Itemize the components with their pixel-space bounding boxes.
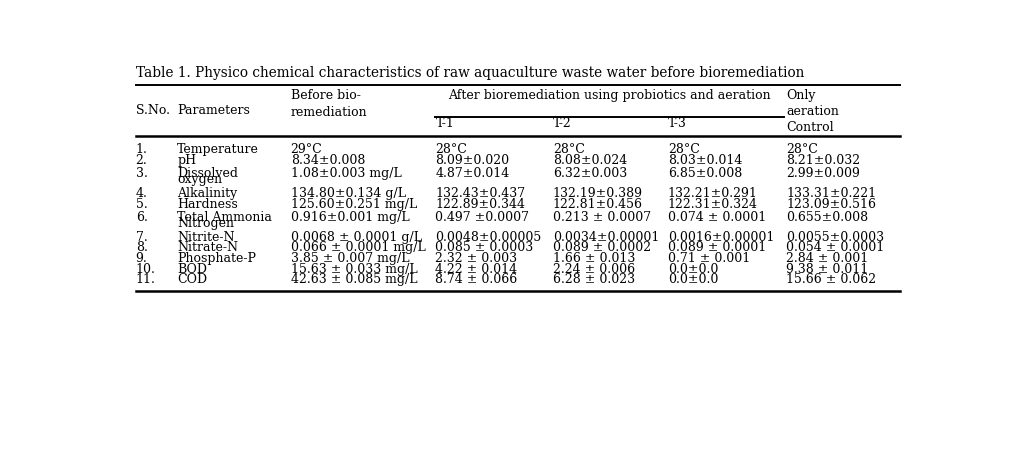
Text: 0.054 ± 0.0001: 0.054 ± 0.0001: [786, 241, 885, 254]
Text: Before bio-
remediation: Before bio- remediation: [291, 89, 368, 119]
Text: Temperature: Temperature: [177, 143, 259, 156]
Text: Dissolved: Dissolved: [177, 167, 238, 180]
Text: 6.32±0.003: 6.32±0.003: [552, 167, 627, 180]
Text: 8.03±0.014: 8.03±0.014: [668, 154, 742, 167]
Text: 0.0055±0.0003: 0.0055±0.0003: [786, 231, 884, 244]
Text: 0.066 ± 0.0001 mg/L: 0.066 ± 0.0001 mg/L: [291, 241, 425, 254]
Text: 123.09±0.516: 123.09±0.516: [786, 198, 876, 211]
Text: Only
aeration
Control: Only aeration Control: [786, 89, 839, 134]
Text: 7.: 7.: [135, 231, 147, 244]
Text: 28°C: 28°C: [668, 143, 700, 156]
Text: 8.09±0.020: 8.09±0.020: [435, 154, 510, 167]
Text: BOD: BOD: [177, 262, 207, 276]
Text: 8.21±0.032: 8.21±0.032: [786, 154, 861, 167]
Text: 8.: 8.: [135, 241, 147, 254]
Text: 28°C: 28°C: [552, 143, 585, 156]
Text: 0.089 ± 0.0002: 0.089 ± 0.0002: [552, 241, 651, 254]
Text: 1.: 1.: [135, 143, 147, 156]
Text: 8.34±0.008: 8.34±0.008: [291, 154, 365, 167]
Text: 122.89±0.344: 122.89±0.344: [435, 198, 525, 211]
Text: pH: pH: [177, 154, 196, 167]
Text: 132.43±0.437: 132.43±0.437: [435, 187, 525, 199]
Text: 132.21±0.291: 132.21±0.291: [668, 187, 758, 199]
Text: 0.916±0.001 mg/L: 0.916±0.001 mg/L: [291, 211, 409, 224]
Text: 0.0048±0.00005: 0.0048±0.00005: [435, 231, 541, 244]
Text: 4.87±0.014: 4.87±0.014: [435, 167, 510, 180]
Text: 122.81±0.456: 122.81±0.456: [552, 198, 642, 211]
Text: 0.213 ± 0.0007: 0.213 ± 0.0007: [552, 211, 651, 224]
Text: 9.38 ± 0.011: 9.38 ± 0.011: [786, 262, 869, 276]
Text: 0.074 ± 0.0001: 0.074 ± 0.0001: [668, 211, 767, 224]
Text: S.No.: S.No.: [135, 104, 170, 117]
Text: 6.28 ± 0.023: 6.28 ± 0.023: [552, 273, 635, 286]
Text: 2.24 ± 0.006: 2.24 ± 0.006: [552, 262, 635, 276]
Text: 5.: 5.: [135, 198, 147, 211]
Text: 6.: 6.: [135, 211, 147, 224]
Text: 0.089 ± 0.0001: 0.089 ± 0.0001: [668, 241, 767, 254]
Text: Parameters: Parameters: [177, 104, 250, 117]
Text: 2.32 ± 0.003: 2.32 ± 0.003: [435, 252, 517, 265]
Text: After bioremediation using probiotics and aeration: After bioremediation using probiotics an…: [448, 89, 771, 102]
Text: Hardness: Hardness: [177, 198, 238, 211]
Text: 133.31±0.221: 133.31±0.221: [786, 187, 877, 199]
Text: 4.: 4.: [135, 187, 147, 199]
Text: 8.74 ± 0.066: 8.74 ± 0.066: [435, 273, 518, 286]
Text: 0.655±0.008: 0.655±0.008: [786, 211, 869, 224]
Text: 28°C: 28°C: [786, 143, 818, 156]
Text: Alkalinity: Alkalinity: [177, 187, 237, 199]
Text: 0.0034±0.00001: 0.0034±0.00001: [552, 231, 660, 244]
Text: Table 1. Physico chemical characteristics of raw aquaculture waste water before : Table 1. Physico chemical characteristic…: [135, 66, 804, 80]
Text: 122.31±0.324: 122.31±0.324: [668, 198, 758, 211]
Text: 0.085 ± 0.0003: 0.085 ± 0.0003: [435, 241, 533, 254]
Text: 15.66 ± 0.062: 15.66 ± 0.062: [786, 273, 877, 286]
Text: T-3: T-3: [668, 117, 687, 130]
Text: 1.66 ± 0.013: 1.66 ± 0.013: [552, 252, 635, 265]
Text: 0.71 ± 0.001: 0.71 ± 0.001: [668, 252, 750, 265]
Text: Nitrate-N: Nitrate-N: [177, 241, 238, 254]
Text: 132.19±0.389: 132.19±0.389: [552, 187, 642, 199]
Text: 10.: 10.: [135, 262, 156, 276]
Text: 42.63 ± 0.085 mg/L: 42.63 ± 0.085 mg/L: [291, 273, 417, 286]
Text: 4.22 ± 0.014: 4.22 ± 0.014: [435, 262, 517, 276]
Text: 3.85 ± 0.007 mg/L: 3.85 ± 0.007 mg/L: [291, 252, 409, 265]
Text: Nitrite-N: Nitrite-N: [177, 231, 234, 244]
Text: 11.: 11.: [135, 273, 156, 286]
Text: 0.0±0.0: 0.0±0.0: [668, 262, 718, 276]
Text: T-2: T-2: [552, 117, 572, 130]
Text: 1.08±0.003 mg/L: 1.08±0.003 mg/L: [291, 167, 401, 180]
Text: Phosphate-P: Phosphate-P: [177, 252, 257, 265]
Text: 3.: 3.: [135, 167, 147, 180]
Text: 2.84 ± 0.001: 2.84 ± 0.001: [786, 252, 869, 265]
Text: 2.: 2.: [135, 154, 147, 167]
Text: 2.99±0.009: 2.99±0.009: [786, 167, 860, 180]
Text: oxygen: oxygen: [177, 173, 222, 186]
Text: 134.80±0.134 g/L: 134.80±0.134 g/L: [291, 187, 406, 199]
Text: 8.08±0.024: 8.08±0.024: [552, 154, 627, 167]
Text: 125.60±0.251 mg/L: 125.60±0.251 mg/L: [291, 198, 417, 211]
Text: 28°C: 28°C: [435, 143, 468, 156]
Text: 6.85±0.008: 6.85±0.008: [668, 167, 742, 180]
Text: Nitrogen: Nitrogen: [177, 217, 234, 230]
Text: COD: COD: [177, 273, 207, 286]
Text: T-1: T-1: [435, 117, 454, 130]
Text: 15.63 ± 0.033 mg/L: 15.63 ± 0.033 mg/L: [291, 262, 417, 276]
Text: Total Ammonia: Total Ammonia: [177, 211, 272, 224]
Text: 0.0068 ± 0.0001 g/L: 0.0068 ± 0.0001 g/L: [291, 231, 421, 244]
Text: 0.0016±0.00001: 0.0016±0.00001: [668, 231, 775, 244]
Text: 29°C: 29°C: [291, 143, 322, 156]
Text: 0.497 ±0.0007: 0.497 ±0.0007: [435, 211, 529, 224]
Text: 9.: 9.: [135, 252, 147, 265]
Text: 0.0±0.0: 0.0±0.0: [668, 273, 718, 286]
